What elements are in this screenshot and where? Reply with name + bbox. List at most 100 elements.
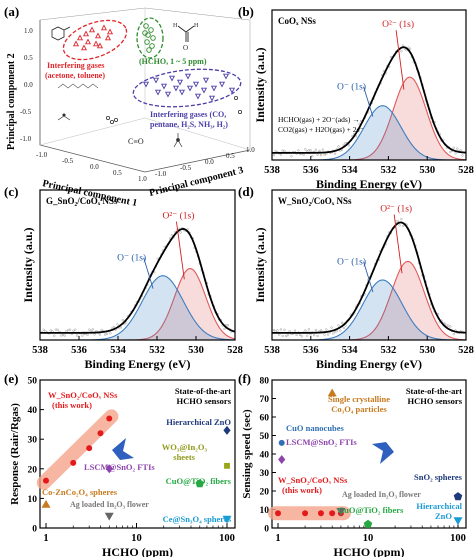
panel-title: W_SnO₂/CoOₓ NSs [278, 196, 352, 206]
raw-data-point [281, 334, 284, 338]
x-tick-label: 532 [149, 345, 165, 356]
hcho-label: (HCHO, 1 ~ 5 ppm) [139, 57, 207, 66]
y-tick-label: 10 [260, 506, 270, 516]
raw-data-point [42, 328, 45, 331]
raw-data-point [272, 328, 276, 332]
pca-point-interfering-1 [72, 40, 80, 47]
pca-point-other [106, 116, 111, 121]
label-lscm: LSCM@SnO₂ FTIs [286, 437, 357, 447]
x-axis-label: Binding Energy (eV) [316, 177, 422, 191]
data-point [453, 517, 463, 526]
raw-data-point [452, 332, 455, 336]
raw-data-point [314, 148, 317, 151]
series [41, 499, 51, 508]
raw-data-point [49, 329, 52, 332]
y-tick-label: 60 [260, 414, 270, 424]
interfering-1-label-2: (acetone, toluene) [45, 71, 105, 80]
raw-data-point [125, 321, 128, 324]
raw-data-point [109, 332, 112, 335]
raw-data-point [279, 153, 283, 156]
data-point [336, 507, 346, 516]
this-work-highlight-band [36, 409, 119, 490]
x-tick-label: 530 [419, 345, 435, 356]
pc3-ticks: -1.0 -0.5 0.0 0.5 1.0 [155, 146, 255, 178]
raw-data-point [449, 150, 452, 154]
data-point [195, 479, 204, 488]
data-point [106, 415, 113, 422]
raw-data-point [75, 334, 79, 337]
pca-point-interfering-2 [210, 85, 218, 92]
plot-frame [271, 9, 467, 161]
peak-arrow-o2 [176, 221, 185, 280]
y-axis-label: Sensing speed (sec) [241, 409, 253, 499]
peak-arrow-o2 [393, 214, 403, 274]
raw-data-point [300, 335, 304, 338]
pca-point-hcho [149, 43, 155, 49]
legend-title-line1: State-of-the-art [175, 386, 231, 396]
raw-data-point [311, 154, 314, 158]
fit-envelope-line [272, 46, 467, 154]
pca-point-interfering-2 [208, 95, 216, 102]
data-point [105, 464, 113, 474]
raw-data-point [276, 329, 279, 332]
raw-data-point [319, 329, 323, 332]
pca-point-interfering-2 [154, 89, 162, 96]
data-point [86, 445, 93, 452]
pca-point-hcho [143, 23, 149, 29]
x-tick-label: 538 [32, 345, 48, 356]
legend-title-line1: State-of-the-art [406, 386, 462, 396]
scatter-panel-e: (e) 1 10 100 HCHO (ppm) 0 10 20 30 40 50 Response (… [4, 371, 236, 557]
raw-data-point [401, 224, 405, 228]
legend-title-line2: HCHO sensors [407, 396, 462, 406]
panel-title: CoOₓ NSs [278, 16, 316, 26]
pca-point-interfering-2 [178, 89, 186, 96]
raw-data-point [398, 224, 401, 227]
legend-title-line2: HCHO sensors [176, 396, 231, 406]
x-tick-label: 532 [381, 345, 397, 356]
raw-data-point [456, 147, 459, 150]
pca-point-hcho [148, 27, 154, 33]
label-lscm: LSCM@SnO₂ FTIs [84, 462, 155, 472]
pc3-tick: 1.0 [246, 146, 255, 154]
pca-point-interfering-1 [84, 38, 92, 45]
co-molecule-label: C≡O [128, 137, 144, 146]
pca-point-hcho [144, 39, 150, 45]
xps-panels: (b) 538 536 534 532 530 528 Binding Energy (eV)… [4, 4, 474, 371]
raw-data-point [226, 324, 230, 327]
pc3-tick: -1.0 [155, 170, 167, 178]
pca-point-interfering-2 [218, 81, 226, 88]
pc2-tick: 0.0 [24, 81, 33, 89]
raw-data-point [459, 149, 462, 152]
raw-data-point [223, 327, 226, 331]
x-tick-label: 532 [381, 165, 397, 176]
data-point [327, 388, 337, 397]
raw-data-point [332, 332, 335, 335]
data-point [275, 510, 281, 517]
raw-data-point [86, 333, 89, 336]
raw-data-point [304, 329, 307, 332]
raw-data-point [89, 329, 93, 332]
x-tick-label: 100 [219, 533, 235, 544]
raw-data-point [179, 231, 182, 234]
data-point [329, 510, 336, 517]
raw-data-point [88, 328, 91, 331]
raw-data-point [305, 334, 309, 337]
interfering-2-ellipse [132, 68, 242, 108]
raw-data-point [330, 326, 333, 329]
label-this-work-1: W_SnO₂/CoOₓ NSs [278, 475, 348, 485]
pca-point-other [233, 96, 238, 101]
y-axis-label: Intensity (a.u.) [253, 227, 267, 302]
raw-data-point [63, 334, 66, 337]
raw-data-point [347, 144, 351, 147]
pca-point-interfering-2 [160, 83, 168, 90]
pca-point-interfering-1 [80, 44, 88, 51]
h2s-molecule-icon [57, 113, 71, 121]
raw-data-point [449, 325, 452, 328]
xps-panel-b: (b) 538 536 534 532 530 528 Binding Energy (eV)… [238, 4, 474, 191]
y-tick-label: 20 [260, 488, 270, 498]
pc2-tick: 1.0 [24, 27, 33, 35]
raw-data-point [339, 329, 342, 332]
raw-data-point [318, 149, 321, 152]
raw-data-point [121, 318, 124, 322]
label-this-work-1: W_SnO₂/CoOₓ NSs [48, 390, 118, 400]
